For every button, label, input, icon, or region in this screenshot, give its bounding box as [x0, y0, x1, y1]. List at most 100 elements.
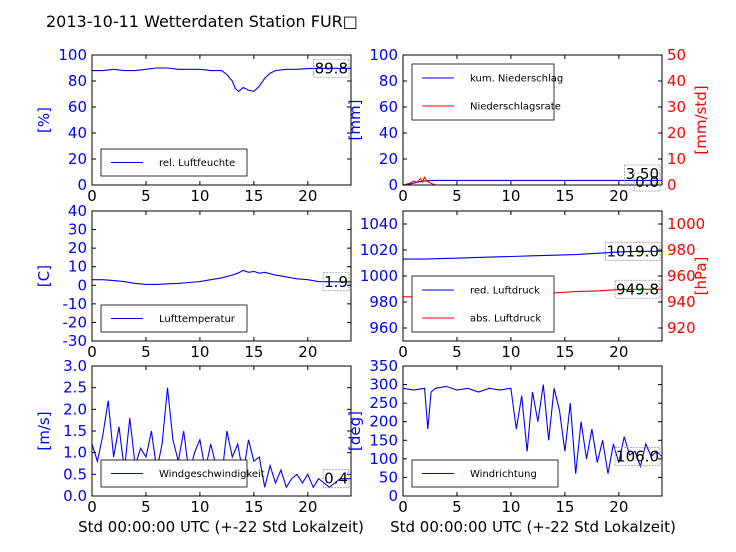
x-tick-label: 5 [452, 187, 462, 205]
y2-tick-label: 50 [667, 46, 686, 64]
x-tick-label: 5 [141, 187, 151, 205]
y2-tick-label: 1000 [667, 215, 705, 233]
axes-frame [402, 54, 663, 186]
y-tick-label: 20 [68, 150, 87, 168]
y-tick-label: -20 [63, 313, 88, 331]
x-tick-label: 15 [244, 187, 263, 205]
y-axis-label: [m/s] [35, 411, 53, 450]
x-tick-label: 5 [452, 343, 462, 361]
x-tick-label: 0 [87, 498, 97, 516]
x-tick-label: 20 [609, 498, 628, 516]
y2-tick-label: 960 [667, 267, 696, 285]
y-tick-label: 3.0 [63, 357, 87, 375]
y-tick-label: 2.5 [63, 379, 87, 397]
y-tick-label: 300 [369, 376, 398, 394]
legend-entry: kum. Niederschlag [470, 74, 563, 85]
legend-entry: Windgeschwindigkeit [159, 469, 265, 480]
y-tick-label: 60 [379, 98, 398, 116]
y-tick-label: -10 [63, 295, 88, 313]
y-tick-label: 100 [58, 46, 87, 64]
y2-axis-label: [mm/std] [692, 85, 710, 154]
y-tick-label: 30 [68, 221, 87, 239]
x-tick-label: 20 [609, 343, 628, 361]
x-tick-label: 5 [141, 498, 151, 516]
series-line-1 [402, 179, 662, 186]
legend-entry: rel. Luftfeuchte [159, 158, 235, 169]
x-tick-label: 10 [501, 187, 520, 205]
x-tick-label: 15 [244, 498, 263, 516]
y-tick-label: 1040 [360, 215, 398, 233]
last-value-box [614, 447, 661, 467]
x-tick-label: 20 [298, 343, 317, 361]
y2-tick-label: 0 [667, 176, 677, 194]
y2-tick-label: 40 [667, 72, 686, 90]
y-tick-label: 960 [369, 319, 398, 337]
last-value-box [633, 172, 661, 192]
x-axis-label-right: Std 00:00:00 UTC (+-22 Std Lokalzeit) [390, 518, 676, 536]
series-line-2 [402, 175, 662, 186]
last-value-label: 949.8 [616, 280, 659, 298]
x-tick-label: 15 [555, 187, 574, 205]
x-tick-label: 10 [190, 343, 209, 361]
y-tick-label: 80 [379, 72, 398, 90]
legend-entry: red. Luftdruck [470, 286, 540, 297]
y2-tick-label: 980 [667, 241, 696, 259]
y2-axis-label: [hPa] [692, 257, 710, 296]
legend-entry: abs. Luftdruck [470, 314, 541, 325]
y2-tick-label: 30 [667, 98, 686, 116]
page-title: 2013-10-11 Wetterdaten Station FUR□ [46, 12, 358, 31]
y-tick-label: 40 [68, 124, 87, 142]
last-value-box [605, 241, 661, 261]
legend-entry: Lufttemperatur [159, 314, 236, 325]
y-tick-label: 100 [369, 450, 398, 468]
y-tick-label: 20 [68, 239, 87, 257]
last-value-box [614, 279, 661, 299]
legend-box [411, 275, 555, 333]
y-tick-label: 80 [68, 72, 87, 90]
legend-entry: Niederschlagsrate [470, 102, 561, 113]
last-value-label: 0.4 [324, 470, 348, 488]
panel-humidity: 0 5 10 15 20 0 20 40 60 80 100 [%] rel. Luftfeuchte 8… [35, 46, 352, 205]
panel-pressure: 0 5 10 15 20 960 980 1000 1020 1040 920 940 960 980 10… [360, 210, 710, 361]
y-tick-label: 0 [388, 176, 398, 194]
y-axis-label: [mm] [346, 100, 364, 141]
x-tick-label: 15 [555, 498, 574, 516]
x-tick-label: 5 [452, 498, 462, 516]
x-tick-label: 10 [501, 343, 520, 361]
y2-tick-label: 940 [667, 293, 696, 311]
legend-box [411, 63, 555, 121]
x-tick-label: 0 [398, 343, 408, 361]
x-tick-label: 20 [298, 498, 317, 516]
series-line-1 [403, 250, 662, 260]
panel-temperature: 0 5 10 15 20-30-20-10010203040[C]Lufttempera… [35, 202, 352, 361]
y-tick-label: 100 [369, 46, 398, 64]
y-tick-label: 350 [369, 357, 398, 375]
series-line-1 [92, 269, 351, 285]
axes-frame [91, 210, 352, 342]
y-axis-label: [deg] [346, 411, 364, 451]
panel-wind-speed: 0 5 10 15 20 0.0 0.5 1.0 1.5 2.0 2.5 3.0 [m/s] Windge… [35, 357, 352, 516]
last-value-box [322, 469, 350, 489]
y-tick-label: 0.0 [63, 487, 87, 505]
y-tick-label: 980 [369, 293, 398, 311]
y-tick-label: 1.0 [63, 444, 87, 462]
x-axis-label-left: Std 00:00:00 UTC (+-22 Std Lokalzeit) [78, 518, 364, 536]
last-value-label: 0.0 [635, 173, 659, 191]
legend-entry: Windrichtung [470, 469, 537, 480]
last-value-label: 1.9 [324, 273, 348, 291]
legend-box [100, 459, 248, 488]
y2-tick-label: 920 [667, 319, 696, 337]
y-tick-label: 2.0 [63, 400, 87, 418]
last-value-label: 1019.0 [607, 242, 660, 260]
x-tick-label: 20 [298, 187, 317, 205]
panel-wind-direction: 0 5 10 15 20050100150200250300350[deg]Windri… [346, 357, 663, 516]
y-tick-label: 20 [379, 150, 398, 168]
x-tick-label: 20 [609, 187, 628, 205]
x-tick-label: 5 [141, 343, 151, 361]
series-line-1 [402, 384, 663, 474]
last-value-box [624, 164, 661, 184]
y-tick-label: 1.5 [63, 422, 87, 440]
y-tick-label: -30 [63, 332, 88, 350]
x-tick-label: 10 [190, 498, 209, 516]
y-tick-label: 0.5 [63, 465, 87, 483]
